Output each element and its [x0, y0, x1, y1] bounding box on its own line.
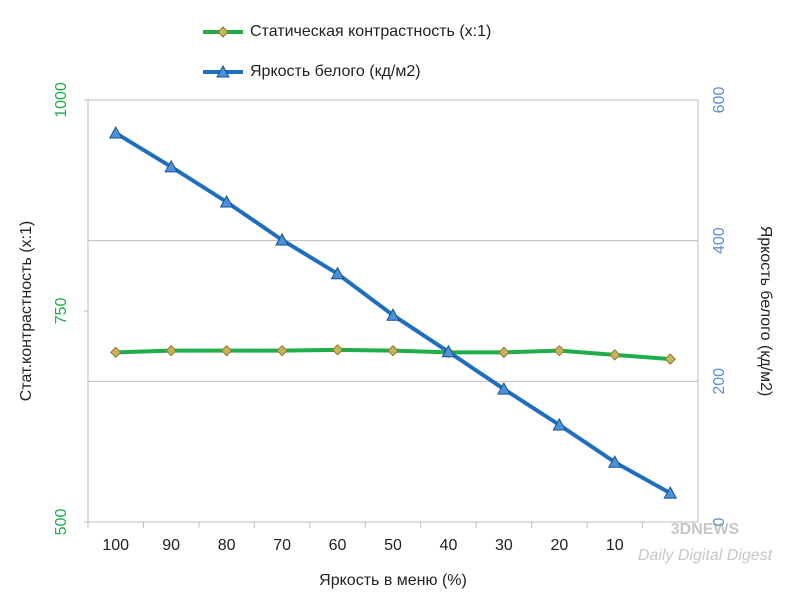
point [275, 232, 289, 246]
x-axis-title: Яркость в меню (%) [319, 572, 467, 589]
point [552, 417, 567, 431]
watermark-tagline: Daily Digital Digest [638, 547, 773, 564]
point [164, 159, 179, 173]
point [165, 344, 177, 357]
point [217, 26, 229, 38]
y2-tick-label: 0 [711, 517, 728, 526]
point [609, 349, 621, 361]
watermark: 3DNEWS Daily Digital Digest [638, 521, 773, 564]
point [108, 126, 123, 139]
point [216, 64, 230, 78]
x-tick-label: 30 [495, 537, 513, 554]
y-tick-label: 1000 [53, 82, 70, 118]
y-tick-label: 750 [53, 298, 70, 325]
point [387, 344, 399, 357]
y-tick-label: 500 [53, 509, 70, 536]
point [498, 346, 510, 359]
point [553, 344, 566, 357]
x-tick-label: 100 [102, 537, 129, 554]
point [441, 344, 456, 358]
x-tick-label: 10 [606, 537, 624, 554]
legend-label: Яркость белого (кд/м2) [250, 63, 421, 80]
x-tick-label: 20 [550, 537, 568, 554]
watermark-logo: 3DNEWS [671, 521, 740, 538]
y2-tick-label: 600 [711, 87, 728, 114]
y2-tick-label: 400 [711, 227, 728, 254]
point [331, 344, 344, 356]
point [110, 346, 122, 359]
x-tick-label: 70 [273, 537, 291, 554]
x-tick-label: 60 [329, 537, 347, 554]
point [330, 266, 345, 280]
point [664, 353, 676, 365]
y2-axis-title: Яркость белого (кд/м2) [757, 226, 774, 397]
point [497, 382, 511, 395]
x-tick-label: 50 [384, 537, 402, 554]
point [663, 486, 678, 499]
x-tick-label: 80 [218, 537, 236, 554]
x-tick-label: 90 [162, 537, 180, 554]
point [386, 308, 400, 321]
point [219, 194, 234, 208]
point [607, 455, 622, 468]
y2-tick-label: 200 [711, 368, 728, 395]
point [276, 344, 288, 357]
point [220, 344, 233, 357]
y-axis-title: Стат.контрастность (x:1) [18, 221, 35, 401]
x-tick-label: 40 [440, 537, 458, 554]
legend-label: Статическая контрастность (x:1) [250, 23, 491, 40]
